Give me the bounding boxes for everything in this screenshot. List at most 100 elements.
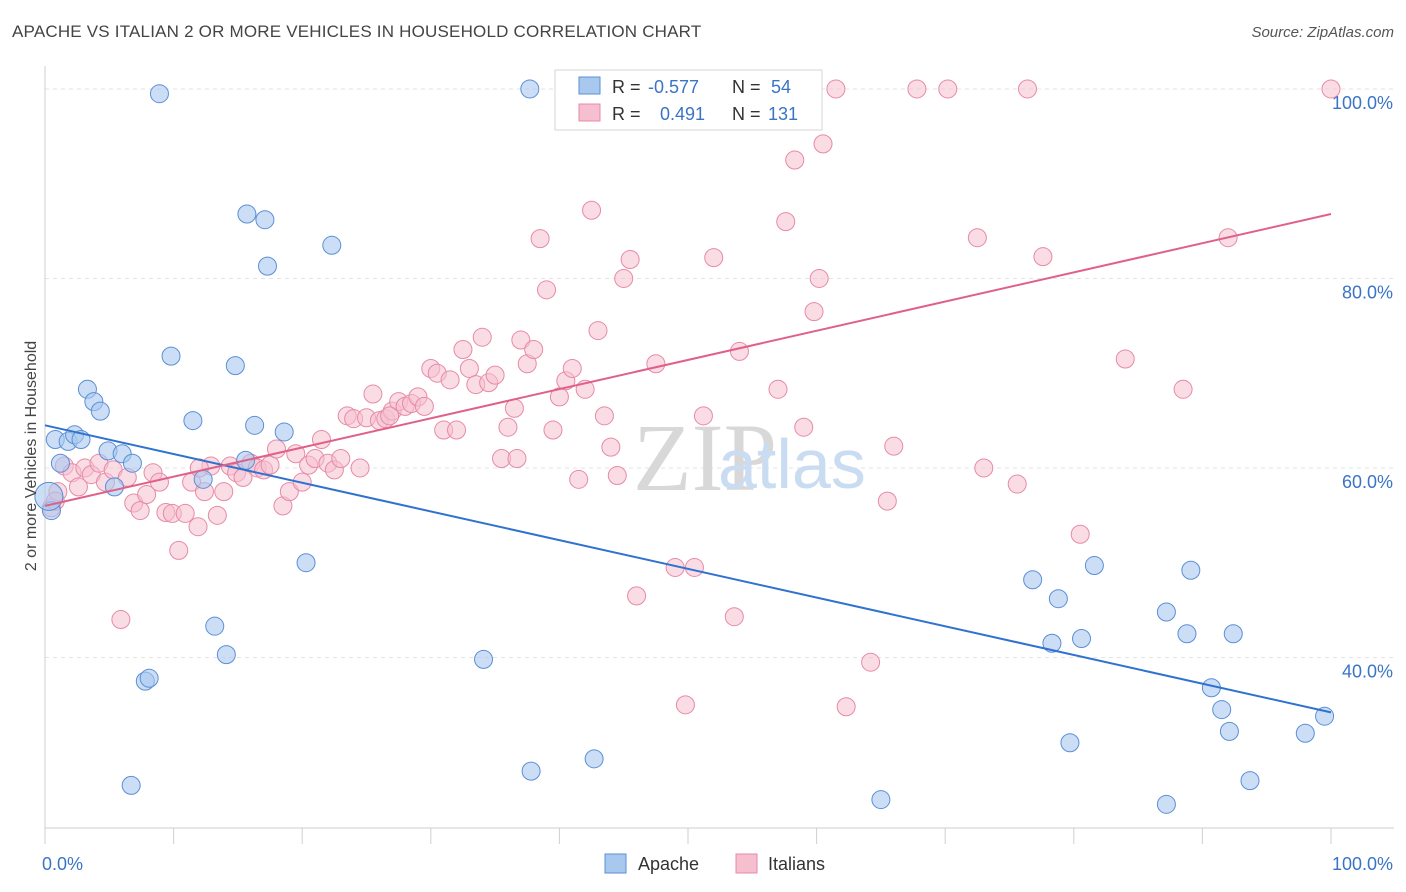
italians-point <box>569 469 589 489</box>
italians-point <box>907 79 927 99</box>
italians-point <box>776 212 796 232</box>
italians-point <box>1033 247 1053 267</box>
chart-title: APACHE VS ITALIAN 2 OR MORE VEHICLES IN … <box>12 22 702 41</box>
italians-point <box>809 268 829 288</box>
italians-point <box>549 387 569 407</box>
legend-italians-label: Italians <box>768 854 825 874</box>
italians-point <box>693 406 713 426</box>
apache-point <box>322 235 342 255</box>
apache-point <box>1219 721 1239 741</box>
italians-point <box>675 695 695 715</box>
apache-swatch <box>578 76 601 95</box>
italians-point <box>175 503 195 523</box>
italians-point <box>938 79 958 99</box>
italians-point <box>1173 379 1193 399</box>
apache-point <box>245 415 265 435</box>
italians-n-label: N = <box>732 104 761 124</box>
italians-point <box>1321 79 1341 99</box>
y-axis-label: 2 or more Vehicles in Household <box>23 341 40 571</box>
apache-point <box>474 649 494 669</box>
apache-point <box>274 422 294 442</box>
italians-point <box>967 228 987 248</box>
italians-point <box>704 248 724 268</box>
italians-point <box>861 652 881 672</box>
italians-points <box>41 79 1341 717</box>
italians-point <box>836 697 856 717</box>
apache-point <box>1023 570 1043 590</box>
y-tick-label: 100.0% <box>1332 93 1393 113</box>
italians-point <box>794 417 814 437</box>
italians-point <box>813 134 833 154</box>
italians-point <box>614 268 634 288</box>
italians-point <box>363 384 383 404</box>
legend-apache-swatch <box>604 853 627 874</box>
x-tick-label-max: 100.0% <box>1332 854 1393 874</box>
apache-point <box>255 210 275 230</box>
italians-point <box>620 250 640 269</box>
apache-point <box>1223 624 1243 644</box>
italians-point <box>1018 79 1038 99</box>
italians-point <box>207 505 227 525</box>
italians-point <box>582 200 602 220</box>
italians-point <box>877 491 897 511</box>
apache-point <box>237 204 257 224</box>
italians-point <box>729 341 749 361</box>
italians-point <box>279 482 299 502</box>
italians-point <box>380 406 400 426</box>
italians-point <box>826 79 846 99</box>
italians-point <box>601 437 621 457</box>
legend-italians-swatch <box>735 853 758 874</box>
apache-point <box>1156 602 1176 622</box>
italians-point <box>1115 349 1135 369</box>
apache-point <box>584 749 604 769</box>
trend-lines <box>44 213 1332 714</box>
italians-point <box>884 436 904 456</box>
watermark-atlas: atlas <box>718 425 866 503</box>
apache-point <box>139 668 159 688</box>
italians-point <box>646 354 666 374</box>
italians-point <box>537 280 557 300</box>
italians-point <box>785 150 805 170</box>
apache-point <box>1156 794 1176 814</box>
italians-point <box>524 340 544 360</box>
source-credit: Source: ZipAtlas.com <box>1251 24 1394 41</box>
apache-point <box>216 645 236 665</box>
apache-point <box>121 775 141 795</box>
italians-point <box>260 455 280 475</box>
italians-trend-line <box>44 213 1332 507</box>
apache-r-label: R = <box>612 77 641 97</box>
apache-point <box>1177 624 1197 644</box>
italians-point <box>472 327 492 347</box>
italians-point <box>530 229 550 249</box>
apache-point <box>205 616 225 636</box>
stats-legend: R = -0.577 N = 54 R = 0.491 N = 131 <box>554 69 823 131</box>
apache-point <box>1084 556 1104 576</box>
italians-point <box>684 557 704 577</box>
apache-point <box>90 401 110 421</box>
apache-point <box>122 453 142 473</box>
apache-r-value: -0.577 <box>648 77 699 97</box>
italians-point <box>440 370 460 390</box>
apache-trend-line <box>44 424 1332 714</box>
italians-point <box>594 406 614 426</box>
apache-point <box>521 761 541 781</box>
italians-point <box>804 302 824 322</box>
apache-point <box>104 477 124 497</box>
legend-apache-label: Apache <box>638 854 699 874</box>
italians-point <box>188 517 208 537</box>
watermark: ZIP atlas <box>633 404 866 511</box>
italians-point <box>504 398 524 418</box>
apache-point <box>193 469 213 489</box>
italians-point <box>724 607 744 627</box>
apache-point <box>1060 733 1080 753</box>
apache-point <box>296 553 316 573</box>
italians-point <box>507 448 527 468</box>
italians-point <box>511 330 531 350</box>
italians-point <box>350 458 370 478</box>
italians-n-value: 131 <box>768 104 798 124</box>
italians-point <box>331 448 351 468</box>
italians-point <box>974 458 994 478</box>
italians-point <box>768 379 788 399</box>
bottom-legend: Apache Italians <box>604 853 825 874</box>
italians-point <box>498 417 518 437</box>
